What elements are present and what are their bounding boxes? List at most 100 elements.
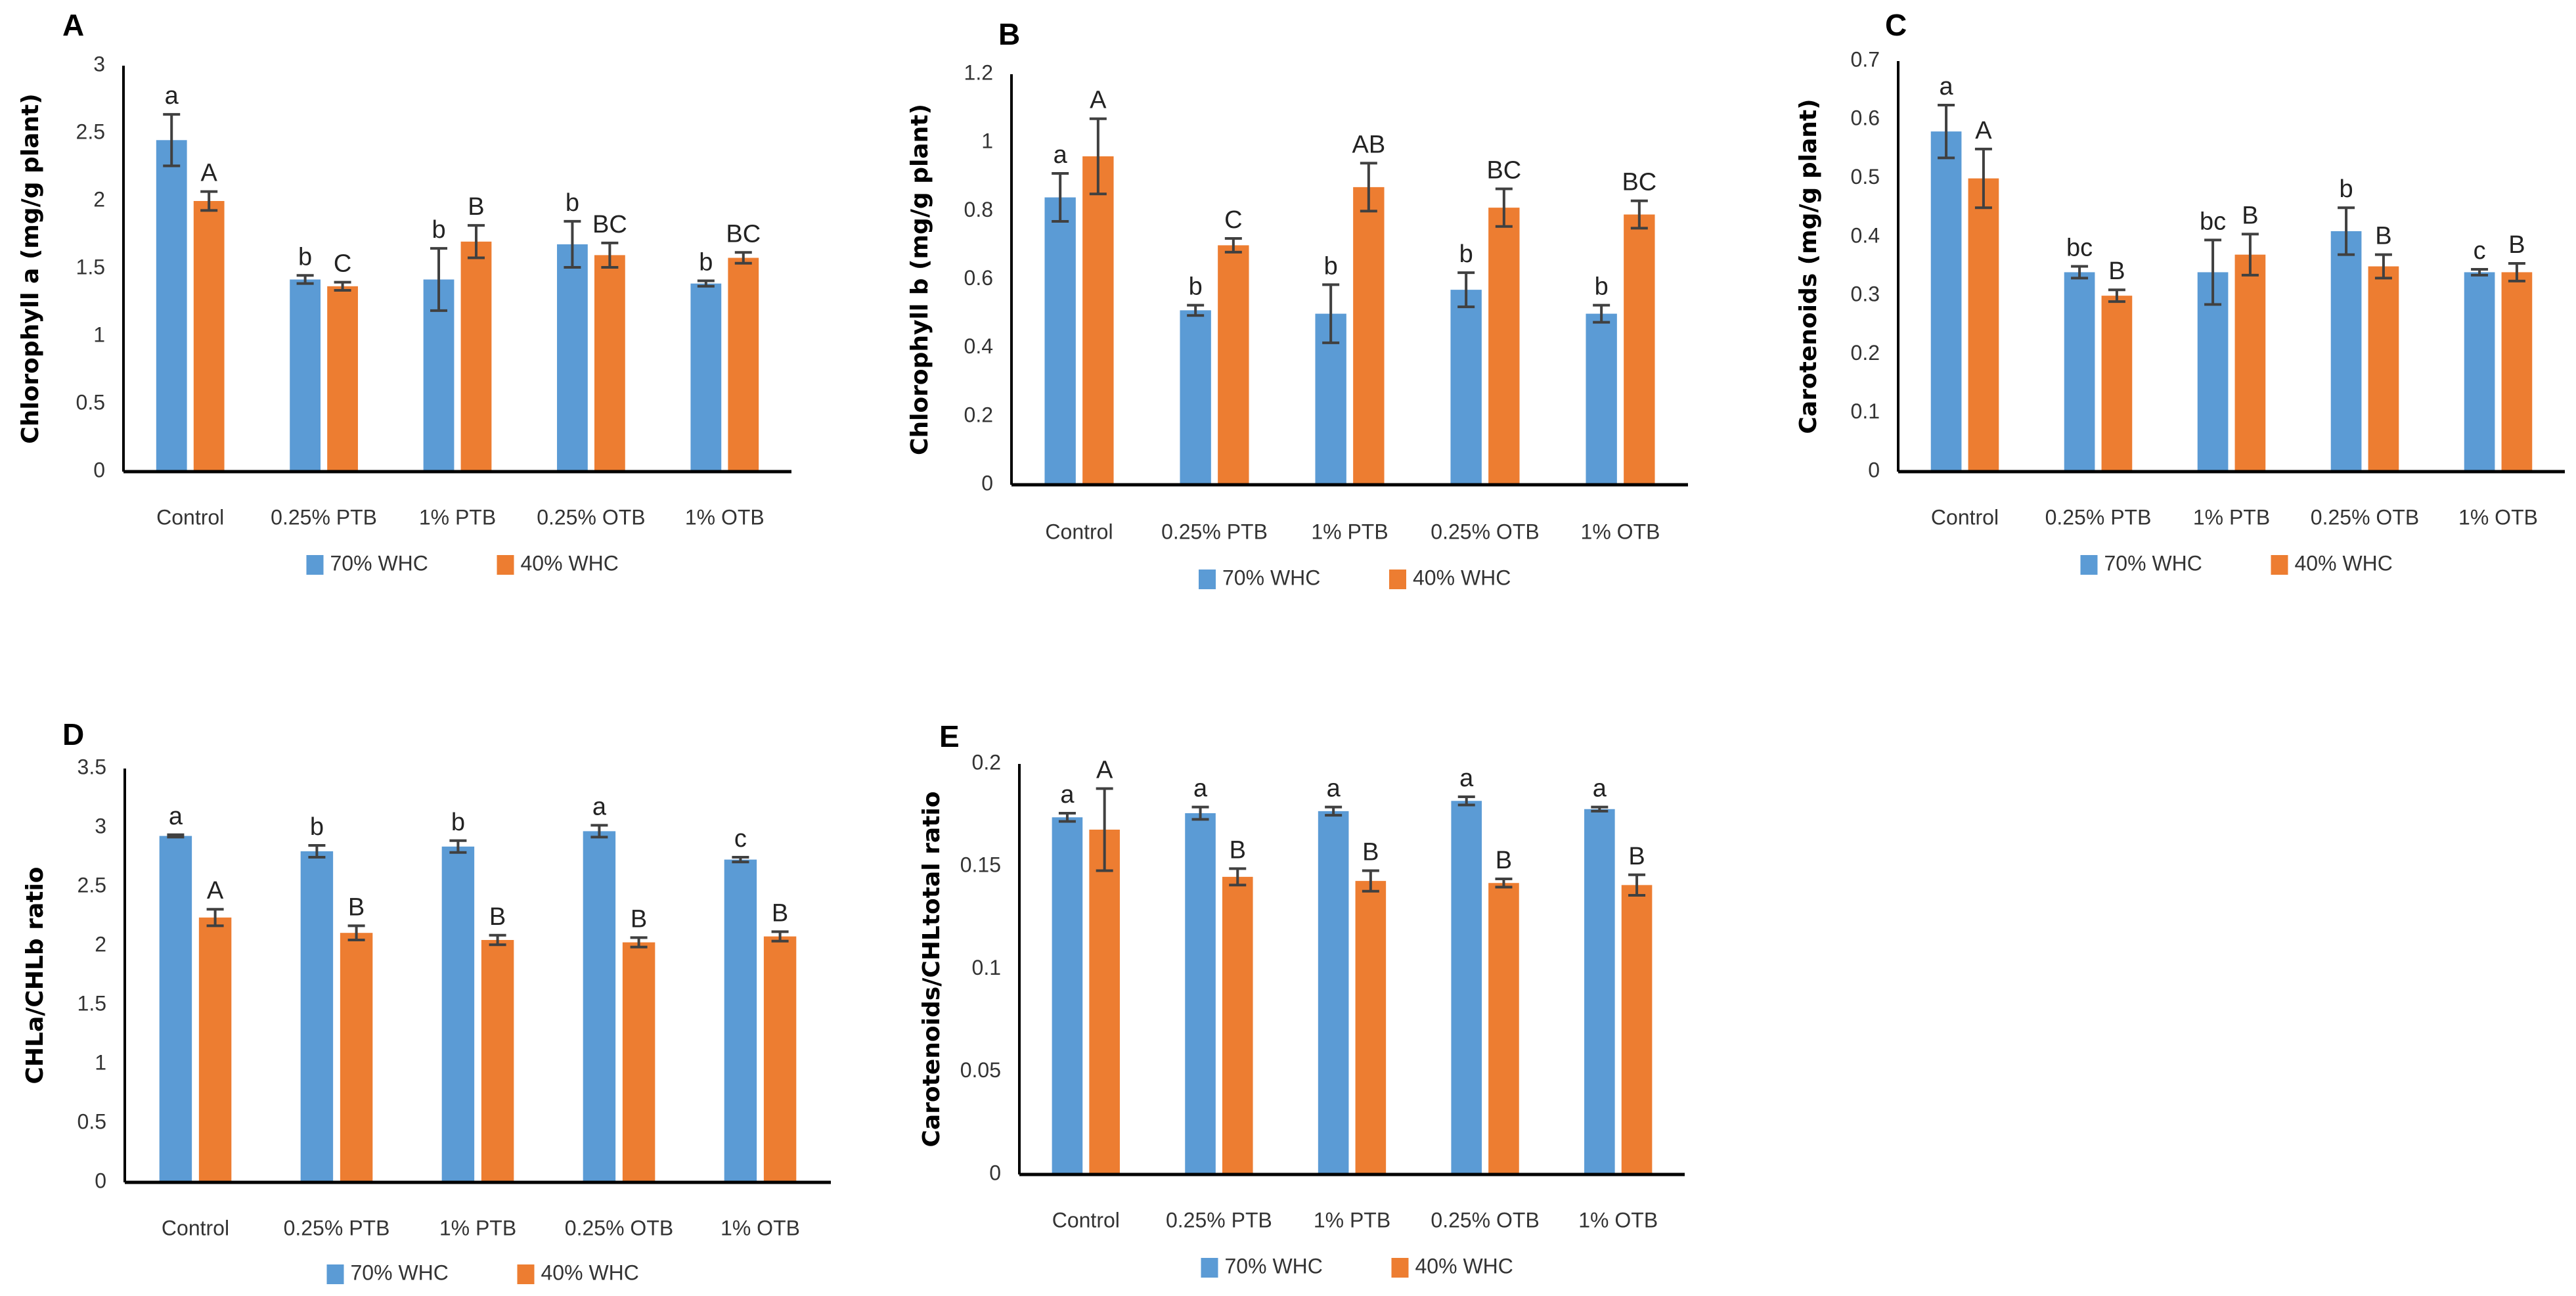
bar-70-whc <box>1586 313 1617 485</box>
y-tick-label: 1.5 <box>76 255 105 279</box>
bar-40-whc <box>1222 876 1253 1174</box>
significance-letter: a <box>1193 775 1208 803</box>
y-tick-label: 2 <box>93 187 105 211</box>
x-tick-label: Control <box>156 505 224 529</box>
significance-letter: A <box>207 877 224 905</box>
legend-label: 40% WHC <box>541 1261 639 1284</box>
legend-label: 70% WHC <box>1222 566 1320 589</box>
x-tick-label: 1% OTB <box>2458 505 2538 529</box>
x-tick-label: 1% OTB <box>1578 1208 1658 1232</box>
significance-letter: a <box>1940 73 1954 101</box>
legend-swatch <box>2080 555 2098 575</box>
significance-letter: a <box>1054 141 1068 169</box>
bar-70-whc <box>1044 197 1076 485</box>
significance-letter: b <box>566 189 579 217</box>
significance-letter: b <box>432 216 445 244</box>
panel-label: B <box>998 17 1020 51</box>
y-tick-label: 0 <box>989 1161 1001 1184</box>
significance-letter: bc <box>2200 208 2226 235</box>
y-tick-label: 0 <box>1868 458 1880 481</box>
bar-70-whc <box>557 244 588 472</box>
y-tick-label: 3 <box>93 52 105 76</box>
y-tick-label: 0.2 <box>972 750 1001 774</box>
y-tick-label: 1.2 <box>964 60 993 84</box>
significance-letter: B <box>1628 843 1645 870</box>
legend-label: 70% WHC <box>351 1261 449 1284</box>
bar-70-whc <box>724 859 757 1182</box>
bar-40-whc <box>1968 178 1999 472</box>
x-tick-label: 0.25% OTB <box>1431 520 1539 543</box>
legend-swatch <box>1201 1258 1218 1278</box>
significance-letter: B <box>1362 839 1379 866</box>
y-tick-label: 0 <box>93 458 105 481</box>
panel-label: A <box>62 8 84 42</box>
bar-40-whc <box>2368 266 2399 472</box>
x-tick-label: 0.25% OTB <box>1431 1208 1539 1232</box>
legend-label: 70% WHC <box>1225 1254 1323 1278</box>
significance-letter: b <box>1324 252 1338 280</box>
bar-40-whc <box>1624 214 1655 485</box>
bar-70-whc <box>583 831 616 1182</box>
significance-letter: b <box>310 813 324 841</box>
legend-label: 40% WHC <box>1415 1254 1513 1278</box>
y-tick-label: 0.3 <box>1851 282 1880 306</box>
significance-letter: b <box>1189 273 1203 301</box>
x-tick-label: 1% OTB <box>1581 520 1660 543</box>
x-tick-label: 0.25% PTB <box>2045 505 2152 529</box>
y-tick-label: 0.8 <box>964 198 993 221</box>
bar-40-whc <box>594 255 625 472</box>
bar-40-whc <box>622 942 655 1182</box>
bar-70-whc <box>1450 290 1482 485</box>
x-tick-label: 1% PTB <box>419 505 496 529</box>
y-tick-label: 0.5 <box>1851 165 1880 189</box>
bar-70-whc <box>2330 231 2362 472</box>
x-tick-label: 1% PTB <box>439 1216 516 1240</box>
bar-40-whc <box>340 933 373 1182</box>
y-tick-label: 3 <box>95 814 106 838</box>
legend-swatch <box>517 1264 535 1284</box>
x-tick-label: Control <box>162 1216 229 1240</box>
legend-swatch <box>2271 555 2288 575</box>
bar-40-whc <box>763 936 797 1182</box>
significance-letter: b <box>2340 175 2353 203</box>
bar-70-whc <box>1180 310 1211 485</box>
bar-70-whc <box>1185 813 1216 1174</box>
significance-letter: b <box>298 243 312 271</box>
bar-40-whc <box>460 241 492 472</box>
bar-40-whc <box>2234 254 2266 472</box>
bar-70-whc <box>2464 272 2495 472</box>
bar-70-whc <box>1584 809 1615 1174</box>
x-tick-label: 0.25% PTB <box>271 505 377 529</box>
x-tick-label: 1% OTB <box>721 1216 800 1240</box>
y-axis-title: Chlorophyll b (mg/g plant) <box>906 104 933 455</box>
bar-70-whc <box>1052 817 1083 1174</box>
significance-letter: a <box>1459 765 1474 792</box>
y-tick-label: 1 <box>93 323 105 346</box>
y-axis-title: Chlorophyll a (mg/g plant) <box>17 93 44 443</box>
significance-letter: A <box>200 160 217 187</box>
panel-label: D <box>62 717 84 751</box>
y-tick-label: 0.05 <box>960 1058 1001 1082</box>
bar-40-whc <box>481 940 514 1182</box>
bar-40-whc <box>1089 830 1120 1174</box>
bar-40-whc <box>1621 885 1653 1174</box>
significance-letter: A <box>1975 117 1992 145</box>
bar-70-whc <box>159 836 192 1182</box>
significance-letter: B <box>468 193 484 221</box>
bar-40-whc <box>1082 156 1114 485</box>
bar-70-whc <box>690 283 722 472</box>
significance-letter: b <box>1459 240 1473 268</box>
bar-70-whc <box>2064 272 2095 472</box>
bar-40-whc <box>1488 208 1520 485</box>
x-tick-label: Control <box>1045 520 1113 543</box>
significance-letter: BC <box>726 220 761 248</box>
x-tick-label: 0.25% PTB <box>1161 520 1268 543</box>
bar-40-whc <box>198 917 232 1182</box>
y-tick-label: 0.4 <box>964 334 993 358</box>
y-axis-title: Carotenoids/CHLtotal ratio <box>918 791 945 1147</box>
significance-letter: c <box>734 825 747 853</box>
bar-40-whc <box>193 201 225 472</box>
y-tick-label: 0.1 <box>1851 399 1880 423</box>
significance-letter: B <box>2108 257 2125 285</box>
